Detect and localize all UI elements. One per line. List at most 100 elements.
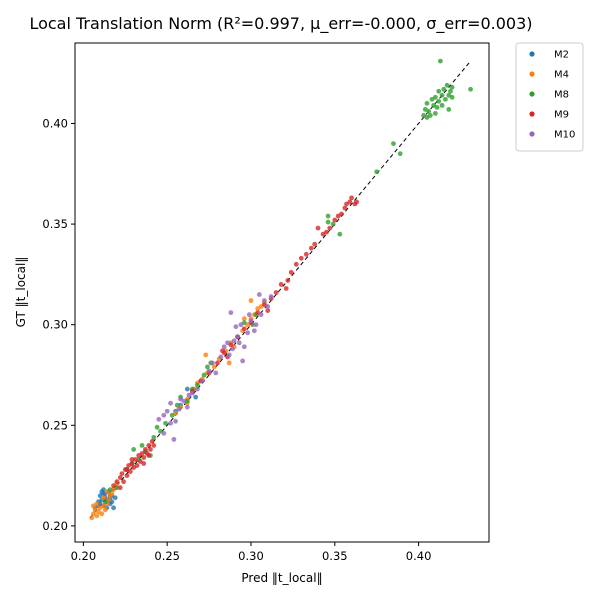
data-point bbox=[298, 255, 304, 261]
legend-marker bbox=[529, 51, 535, 57]
data-point bbox=[119, 471, 125, 476]
axes-frame bbox=[74, 42, 490, 543]
data-point bbox=[391, 141, 396, 147]
data-point bbox=[293, 261, 299, 267]
data-point bbox=[226, 352, 232, 358]
y-tick-label: 0.20 bbox=[42, 519, 68, 533]
data-point bbox=[146, 443, 152, 448]
data-point bbox=[349, 195, 354, 201]
data-point bbox=[124, 467, 130, 472]
data-point bbox=[248, 298, 254, 303]
y-tick-label: 0.40 bbox=[42, 116, 68, 130]
data-point bbox=[184, 404, 190, 410]
data-point bbox=[443, 96, 448, 102]
x-tick-label: 0.25 bbox=[154, 549, 180, 563]
data-point bbox=[220, 348, 225, 354]
data-point bbox=[342, 205, 348, 211]
data-point bbox=[213, 370, 219, 376]
data-point bbox=[324, 229, 329, 235]
data-point bbox=[114, 479, 120, 485]
data-point bbox=[111, 505, 116, 511]
data-point bbox=[449, 94, 455, 100]
data-point bbox=[161, 412, 167, 418]
data-point bbox=[325, 219, 331, 225]
data-point bbox=[253, 322, 259, 328]
data-point bbox=[238, 322, 244, 328]
data-point bbox=[129, 457, 135, 462]
data-point bbox=[241, 316, 247, 322]
data-point bbox=[265, 308, 271, 314]
data-point bbox=[327, 225, 333, 231]
data-point bbox=[139, 443, 145, 448]
data-point bbox=[444, 82, 450, 88]
legend-box bbox=[515, 42, 584, 152]
data-point bbox=[468, 86, 473, 92]
data-point bbox=[215, 360, 220, 366]
data-point bbox=[203, 352, 209, 358]
data-point bbox=[236, 340, 242, 346]
data-point bbox=[131, 447, 137, 452]
data-point bbox=[121, 479, 127, 485]
chart-title: Local Translation Norm (R²=0.997, μ_err=… bbox=[29, 14, 532, 34]
data-point bbox=[374, 169, 380, 175]
legend-item-m10: M10 bbox=[529, 130, 575, 141]
data-point bbox=[424, 115, 430, 120]
data-point bbox=[230, 346, 235, 352]
data-point bbox=[154, 424, 160, 430]
data-point bbox=[449, 84, 455, 90]
data-point bbox=[258, 312, 264, 318]
x-tick-label: 0.20 bbox=[71, 549, 97, 563]
data-point bbox=[109, 491, 115, 497]
data-point bbox=[169, 412, 175, 418]
data-point bbox=[448, 88, 453, 94]
data-point bbox=[225, 340, 230, 346]
data-point bbox=[139, 451, 145, 456]
data-point bbox=[240, 358, 246, 364]
data-points bbox=[89, 58, 473, 521]
data-point bbox=[221, 344, 227, 350]
data-point bbox=[117, 475, 123, 481]
data-point bbox=[312, 241, 318, 247]
data-point bbox=[171, 436, 177, 442]
data-point bbox=[265, 304, 271, 309]
data-point bbox=[142, 447, 148, 452]
data-point bbox=[283, 286, 289, 291]
data-point bbox=[256, 292, 262, 297]
y-axis-ticks: 0.20 0.25 0.30 0.35 0.40 bbox=[42, 116, 75, 533]
data-point bbox=[246, 312, 252, 318]
data-point bbox=[437, 58, 443, 64]
data-point bbox=[436, 98, 442, 104]
data-point bbox=[315, 225, 321, 231]
y-axis-label: GT ‖t_local‖ bbox=[14, 257, 28, 328]
data-point bbox=[129, 461, 135, 466]
data-point bbox=[101, 495, 106, 501]
data-point bbox=[432, 111, 438, 116]
data-point bbox=[141, 455, 147, 460]
data-point bbox=[434, 104, 440, 110]
data-point bbox=[303, 251, 309, 257]
data-point bbox=[288, 269, 294, 275]
data-point bbox=[332, 217, 338, 223]
data-point bbox=[174, 402, 180, 408]
data-point bbox=[228, 310, 234, 316]
data-point bbox=[206, 368, 212, 374]
data-point bbox=[424, 100, 430, 106]
data-point bbox=[231, 338, 237, 344]
data-point bbox=[176, 406, 182, 412]
data-point bbox=[251, 328, 257, 334]
data-point bbox=[201, 372, 207, 378]
data-point bbox=[168, 420, 173, 426]
data-point bbox=[285, 278, 291, 283]
data-point bbox=[337, 231, 343, 237]
data-point bbox=[193, 394, 199, 400]
legend-item-m2: M2 bbox=[529, 50, 569, 61]
data-point bbox=[241, 344, 247, 350]
y-tick-label: 0.25 bbox=[42, 418, 68, 432]
data-point bbox=[134, 463, 140, 468]
data-point bbox=[91, 503, 96, 509]
data-point bbox=[117, 485, 123, 491]
data-point bbox=[151, 443, 157, 448]
data-point bbox=[426, 109, 432, 114]
x-axis-ticks: 0.20 0.25 0.30 0.35 0.40 bbox=[71, 542, 431, 563]
data-point bbox=[446, 106, 452, 112]
